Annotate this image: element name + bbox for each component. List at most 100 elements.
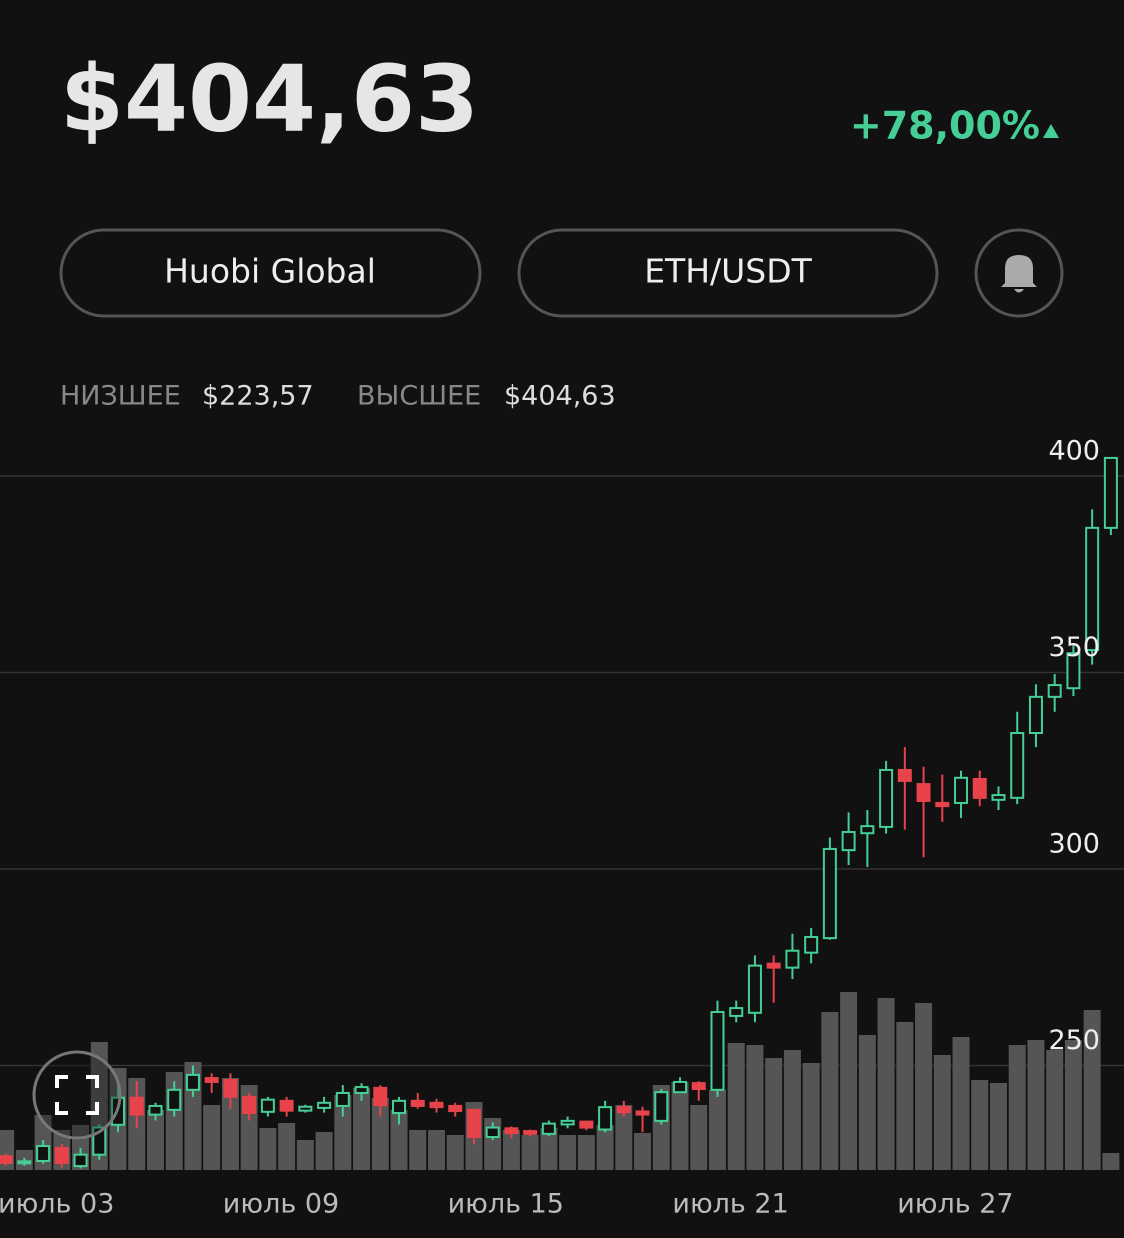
candle-body (1066, 652, 1081, 690)
exchange-button[interactable]: Huobi Global (59, 228, 482, 318)
button-border (974, 228, 1064, 318)
volume-bar (427, 1130, 445, 1170)
volume-bar (1046, 1050, 1064, 1170)
candle-body (54, 1146, 69, 1164)
volume-bar (802, 1063, 820, 1170)
volume-bar (278, 1123, 296, 1170)
candle-body (541, 1122, 556, 1135)
candle-body (73, 1153, 88, 1168)
high-value: $404,63 (504, 381, 616, 412)
volume-bar (409, 1130, 427, 1170)
candle-body (223, 1079, 238, 1098)
y-tick-label: 250 (1048, 1025, 1100, 1056)
candle-body (916, 783, 931, 802)
candle-body (954, 776, 969, 804)
low-value: $223,57 (202, 381, 314, 412)
change: +78,00% (850, 104, 1040, 148)
volume-bar (502, 1130, 520, 1170)
candle-body (485, 1126, 500, 1138)
y-tick-label: 300 (1048, 828, 1100, 859)
x-tick-label: июль 27 (897, 1189, 1013, 1220)
candle-body (1010, 732, 1025, 799)
volume-bar (746, 1045, 764, 1170)
price: $404,63 (60, 45, 479, 152)
volume-bar (390, 1110, 408, 1170)
fullscreen-button[interactable] (32, 1050, 122, 1140)
volume-bar (1064, 1040, 1082, 1170)
candle-body (804, 935, 819, 954)
candle-body (598, 1106, 613, 1131)
volume-bar (596, 1125, 614, 1170)
candle-body (298, 1105, 313, 1112)
candle-body (335, 1091, 350, 1107)
candle-body (654, 1091, 669, 1122)
candle-body (1047, 684, 1062, 698)
volume-bar (989, 1083, 1007, 1170)
volume-bar (1027, 1040, 1045, 1170)
volume-bar (858, 1035, 876, 1170)
candle-body (972, 777, 987, 799)
volume-bar (371, 1098, 389, 1170)
candle-body (673, 1080, 688, 1094)
volume-bar (634, 1133, 652, 1170)
volume-bar (446, 1135, 464, 1170)
candle-body (635, 1110, 650, 1116)
pair-button[interactable]: ETH/USDT (517, 228, 939, 318)
button-border (517, 228, 939, 318)
button-label: Huobi Global (164, 252, 376, 291)
candle-body (260, 1098, 275, 1113)
low-label: НИЗШЕЕ (60, 381, 181, 412)
candle-body (560, 1119, 575, 1126)
x-tick-label: июль 21 (672, 1189, 788, 1220)
volume-bar (203, 1105, 221, 1170)
volume-bar (765, 1058, 783, 1170)
volume-bar (727, 1043, 745, 1170)
volume-bar (1008, 1045, 1026, 1170)
x-tick-label: июль 15 (448, 1189, 564, 1220)
candle-body (1103, 456, 1118, 529)
volume-bar (708, 1090, 726, 1170)
volume-bar (146, 1110, 164, 1170)
candle-body (897, 768, 912, 782)
candle-body (822, 847, 837, 940)
candle-body (860, 825, 875, 835)
candle-body (410, 1099, 425, 1107)
candle-body (148, 1104, 163, 1116)
candle-body (935, 801, 950, 808)
candle-body (991, 794, 1006, 801)
candle-body (204, 1077, 219, 1083)
candle-body (1028, 695, 1043, 735)
candle-body (429, 1101, 444, 1109)
candle-body (392, 1099, 407, 1115)
candle-body (129, 1096, 144, 1116)
candle-body (36, 1145, 51, 1162)
volume-bar (315, 1132, 333, 1170)
candle-body (317, 1101, 332, 1109)
candle-body (466, 1108, 481, 1138)
volume-bar (0, 1130, 15, 1170)
volume-bar (840, 992, 858, 1170)
volume-bar (353, 1088, 371, 1170)
volume-bar (915, 1003, 933, 1170)
volume-bar (1083, 1010, 1101, 1170)
candle-body (167, 1088, 182, 1111)
volume-bar (896, 1022, 914, 1170)
volume-bar (671, 1082, 689, 1170)
candle-body (879, 768, 894, 828)
volume-bar (559, 1135, 577, 1170)
candle-body (0, 1155, 13, 1164)
candle-body (373, 1086, 388, 1107)
candle-body (448, 1104, 463, 1113)
x-tick-label: июль 03 (0, 1189, 114, 1220)
candle-body (766, 962, 781, 969)
up-arrow (1043, 124, 1059, 138)
candle-body (504, 1127, 519, 1135)
chart: 250 300 350 400 июль 03 июль 09 июль 15 июль 21… (0, 435, 1124, 1220)
volume-bar (821, 1012, 839, 1170)
candle-body (354, 1086, 369, 1094)
bell-icon (1001, 255, 1037, 293)
volume-bar (540, 1128, 558, 1170)
alert-button[interactable] (974, 228, 1064, 318)
button-border (32, 1050, 122, 1140)
